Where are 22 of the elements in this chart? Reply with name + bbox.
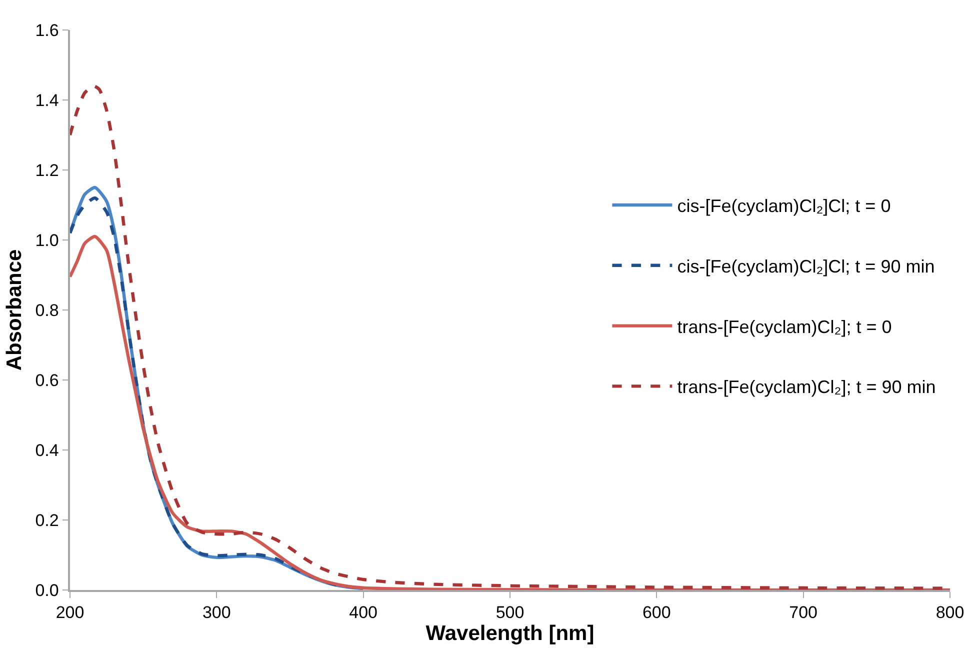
y-axis-title: Absorbance xyxy=(2,249,26,371)
x-tick-label: 200 xyxy=(56,603,84,622)
legend-label: trans-[Fe(cyclam)Cl₂]; t = 90 min xyxy=(677,377,936,398)
legend-label: cis-[Fe(cyclam)Cl₂]Cl; t = 0 xyxy=(677,196,891,216)
y-tick-label: 1.2 xyxy=(35,160,59,180)
y-tick-label: 0.6 xyxy=(35,370,59,390)
x-tick-label: 500 xyxy=(496,603,524,622)
y-tick-label: 1.4 xyxy=(35,90,59,110)
x-tick-label: 800 xyxy=(936,603,964,622)
x-tick-label: 300 xyxy=(202,603,231,622)
y-tick-label: 1.6 xyxy=(35,20,59,40)
x-tick-label: 700 xyxy=(789,603,818,622)
x-tick-label: 400 xyxy=(349,603,378,622)
legend-label: trans-[Fe(cyclam)Cl₂]; t = 0 xyxy=(677,316,892,337)
x-axis-title: Wavelength [nm] xyxy=(426,622,594,646)
y-tick-label: 0.0 xyxy=(35,580,59,600)
legend-label: cis-[Fe(cyclam)Cl₂]Cl; t = 90 min xyxy=(677,256,935,276)
y-tick-label: 0.2 xyxy=(35,510,59,530)
y-tick-label: 0.8 xyxy=(35,300,59,320)
y-tick-label: 0.4 xyxy=(35,440,59,460)
y-tick-label: 1.0 xyxy=(35,230,59,250)
x-tick-label: 600 xyxy=(642,603,671,622)
